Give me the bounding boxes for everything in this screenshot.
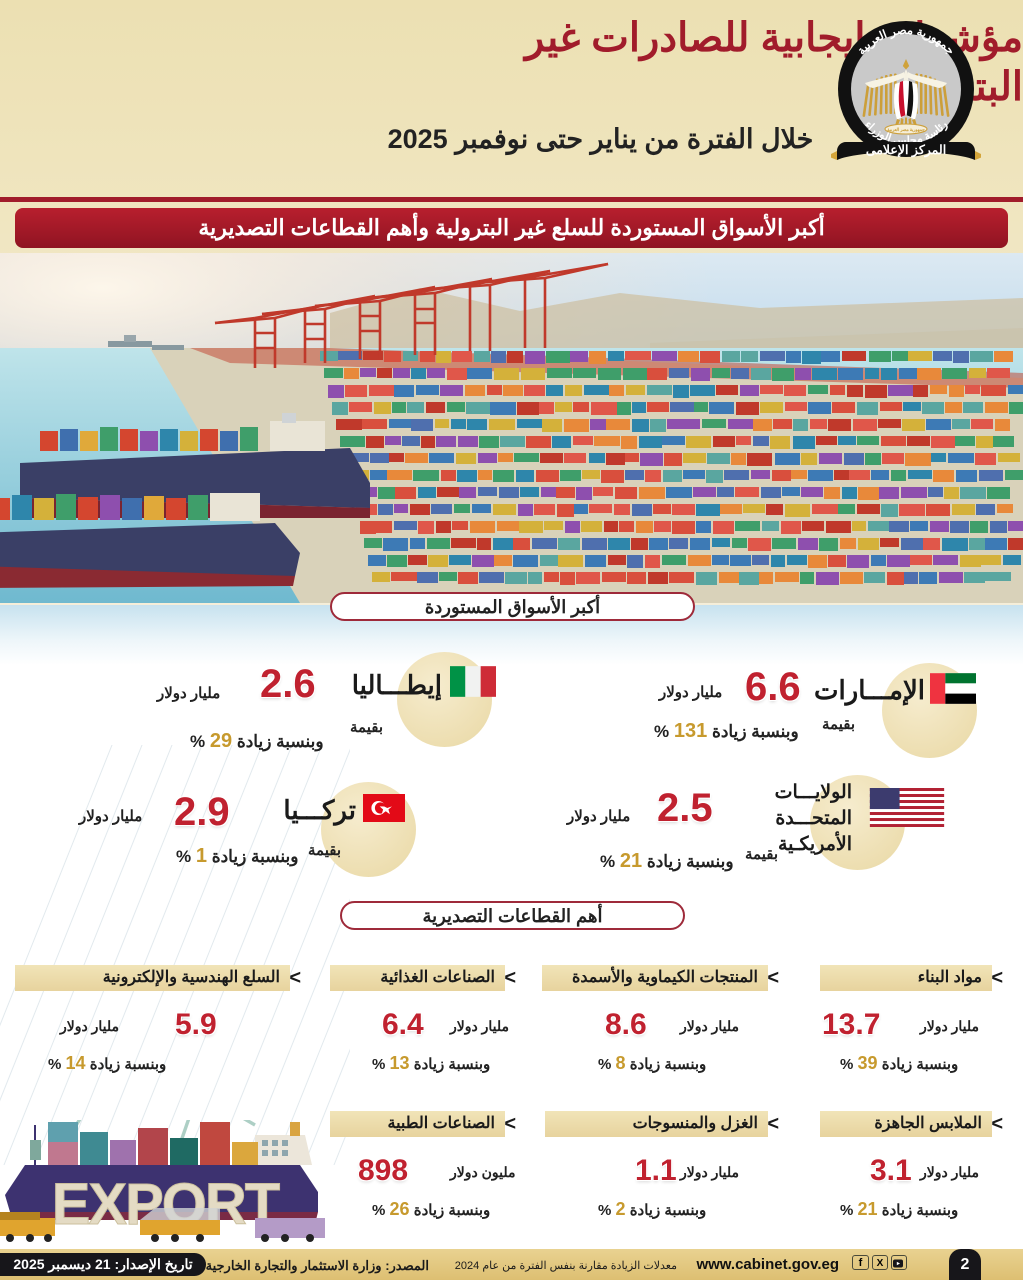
svg-text:المركز الإعلامى: المركز الإعلامى bbox=[866, 143, 946, 158]
